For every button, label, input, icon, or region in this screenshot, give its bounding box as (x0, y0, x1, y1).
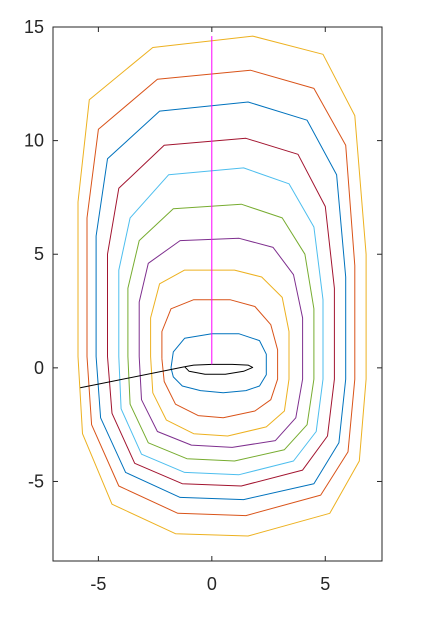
y-tick-label: 0 (34, 358, 44, 378)
series-line-11 (80, 366, 185, 389)
series-line-4 (127, 203, 315, 462)
series-line-10 (184, 363, 254, 375)
series-line-3 (138, 237, 304, 448)
series-line-6 (107, 137, 335, 487)
plot-frame (52, 26, 383, 562)
y-tick-label: -5 (28, 471, 44, 491)
series-line-8 (86, 69, 356, 517)
x-tick-label: -5 (90, 574, 106, 594)
axis-layer: -5 0 5 -5 0 5 10 15 (24, 17, 382, 594)
series-line-7 (95, 101, 347, 501)
series-line-1 (161, 299, 279, 419)
series-line-0 (170, 333, 267, 394)
x-tick-label: 5 (320, 574, 330, 594)
series-layer (77, 35, 367, 537)
series-line-5 (118, 167, 324, 476)
y-tick-label: 5 (34, 244, 44, 264)
y-tick-label: 15 (24, 17, 44, 37)
series-line-9 (77, 35, 367, 537)
series-line-2 (150, 269, 290, 437)
x-tick-label: 0 (207, 574, 217, 594)
y-tick-label: 10 (24, 131, 44, 151)
